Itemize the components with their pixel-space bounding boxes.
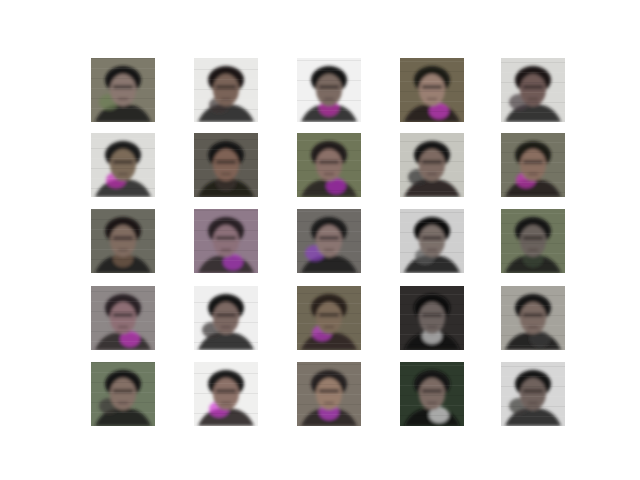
face-tile	[194, 362, 258, 426]
face-tile	[501, 209, 565, 273]
face-tile	[501, 133, 565, 197]
face-tile	[91, 362, 155, 426]
face-tile	[501, 362, 565, 426]
face-tile	[91, 286, 155, 350]
face-tile	[400, 133, 464, 197]
face-tile	[400, 362, 464, 426]
face-tile	[501, 58, 565, 122]
face-tile	[91, 209, 155, 273]
face-tile	[194, 209, 258, 273]
face-tile	[194, 58, 258, 122]
face-tile	[297, 58, 361, 122]
face-tile	[297, 362, 361, 426]
face-tile	[400, 209, 464, 273]
face-tile	[501, 286, 565, 350]
face-tile	[400, 58, 464, 122]
face-tile	[297, 133, 361, 197]
face-tile	[194, 286, 258, 350]
face-tile	[400, 286, 464, 350]
face-tile	[297, 209, 361, 273]
face-tile	[91, 58, 155, 122]
face-tile	[297, 286, 361, 350]
face-tile	[194, 133, 258, 197]
face-tile	[91, 133, 155, 197]
